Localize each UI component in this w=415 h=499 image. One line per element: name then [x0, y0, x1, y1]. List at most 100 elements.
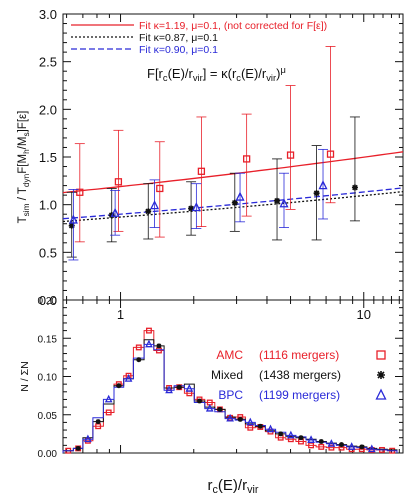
legend-series-count: (1438 mergers): [259, 368, 341, 382]
legend-series-name: Mixed: [211, 368, 243, 382]
legend-label: Fit κ=0.87, μ=0.1: [139, 32, 218, 44]
data-point: [313, 190, 320, 197]
data-point: [247, 424, 254, 431]
x-tick-label: 10: [357, 307, 371, 322]
data-point: [156, 184, 164, 193]
bottom-panel: 1 10 0.00 0.05 0.10 0.15 0.20 AMC (1116 mergers)…: [38, 296, 404, 460]
data-point: [308, 442, 315, 449]
data-point: [145, 208, 152, 215]
histogram-step: [62, 343, 398, 453]
data-point: [68, 214, 78, 224]
data-point: [176, 384, 182, 390]
top-y-axis-label: Tsim / TdynF[Mh/Ms]F[ε]: [17, 111, 31, 224]
data-point: [188, 205, 195, 212]
y-tick-label: 0.00: [38, 449, 58, 460]
data-point: [217, 406, 223, 412]
fit-line: [62, 187, 404, 220]
data-point: [226, 413, 234, 422]
data-point: [110, 207, 120, 217]
data-point: [246, 417, 255, 426]
data-point: [375, 388, 387, 400]
y-tick-label: 0.0: [39, 293, 57, 308]
x-axis-label: rc(E)/rvir: [208, 477, 259, 496]
data-point: [318, 443, 325, 450]
data-point: [287, 436, 294, 443]
y-tick-label: 1.5: [39, 150, 57, 165]
data-point: [235, 191, 245, 201]
data-point: [307, 435, 315, 443]
histogram-step: [62, 339, 398, 453]
y-tick-label: 2.5: [39, 55, 57, 70]
formula-annotation: F[rc(E)/rvir] = κ(rc(E)/rvir)μ: [147, 65, 286, 83]
data-point: [114, 178, 123, 186]
data-point: [242, 155, 251, 163]
y-tick-label: 0.15: [38, 334, 58, 345]
data-point: [327, 439, 336, 447]
data-point: [279, 198, 289, 208]
y-tick-label: 2.0: [39, 102, 57, 117]
y-tick-label: 3.0: [39, 7, 57, 22]
data-point: [278, 431, 284, 437]
x-tick-label: 1: [117, 307, 124, 322]
legend-series-count: (1116 mergers): [259, 348, 339, 362]
data-point: [347, 442, 356, 450]
data-point: [359, 444, 365, 450]
data-point: [339, 442, 344, 447]
data-point: [205, 403, 214, 412]
legend-label: Fit κ=1.19, μ=0.1, (not corrected for F[…: [139, 20, 327, 32]
data-point: [150, 200, 160, 210]
data-point: [165, 385, 173, 394]
data-point: [124, 374, 133, 382]
data-point: [286, 151, 295, 159]
data-point: [135, 344, 142, 351]
data-point: [185, 383, 194, 392]
data-point: [145, 327, 152, 334]
data-point: [286, 430, 295, 439]
data-point: [125, 372, 132, 379]
data-point: [75, 446, 81, 451]
data-point: [351, 184, 358, 191]
axis-labels: Tsim / TdynF[Mh/Ms]F[ε] N / ΣN rc(E)/rvir: [17, 111, 259, 496]
data-point: [257, 423, 263, 429]
data-point: [191, 202, 201, 212]
y-tick-label: 1.0: [39, 198, 57, 213]
data-point: [145, 339, 153, 348]
fit-line: [62, 151, 404, 194]
data-point: [326, 150, 335, 158]
legend-label: Fit κ=0.90, μ=0.1: [139, 44, 218, 56]
data-point: [377, 371, 385, 379]
legend-series-count: (1199 mergers): [259, 388, 340, 402]
data-point: [104, 394, 113, 403]
legend-series-name: BPC: [218, 388, 243, 402]
data-point: [274, 197, 281, 204]
data-point: [328, 444, 335, 451]
data-point: [266, 424, 275, 433]
data-point: [156, 343, 162, 349]
y-tick-label: 0.10: [38, 373, 58, 384]
data-point: [105, 409, 112, 416]
data-point: [116, 383, 122, 389]
data-point: [376, 350, 386, 360]
data-point: [95, 419, 101, 425]
y-tick-label: 0.20: [38, 296, 58, 307]
data-point: [231, 199, 238, 206]
data-point: [84, 434, 92, 443]
data-point: [298, 435, 304, 441]
data-point: [76, 188, 84, 196]
y-tick-label: 0.5: [39, 245, 57, 260]
y-tick-label: 0.05: [38, 411, 58, 422]
data-point: [237, 416, 243, 422]
data-point: [367, 444, 376, 453]
top-panel: 0.0 0.5 1.0 1.5 2.0 2.5 3.0 Fit κ=1.19, μ=0.1, …: [39, 7, 404, 308]
data-point: [197, 398, 202, 404]
top-plot-frame: [62, 13, 404, 301]
bottom-y-axis-label: N / ΣN: [19, 361, 31, 391]
data-point: [318, 180, 328, 190]
data-point: [68, 222, 75, 229]
legend-series-name: AMC: [216, 348, 243, 362]
data-point: [136, 357, 142, 363]
data-point: [197, 167, 206, 175]
fit-line: [62, 190, 404, 223]
data-point: [318, 439, 324, 444]
